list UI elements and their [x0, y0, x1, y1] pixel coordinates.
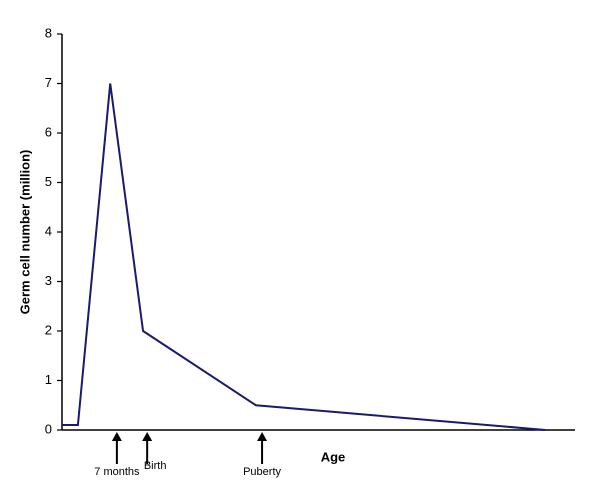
y-tick-label: 2 [45, 322, 52, 337]
y-tick-label: 3 [45, 273, 52, 288]
annotation-label: 7 months [94, 466, 140, 478]
y-tick-label: 0 [45, 421, 52, 436]
y-tick-label: 1 [45, 372, 52, 387]
y-tick-label: 7 [45, 75, 52, 90]
annotation-arrowhead [257, 432, 268, 441]
data-line [62, 83, 546, 431]
y-tick-label: 8 [45, 25, 52, 40]
y-tick-label: 6 [45, 124, 52, 139]
annotation-label: Birth [144, 460, 167, 472]
annotation-arrowhead [142, 432, 153, 441]
annotation-label: Puberty [243, 466, 281, 478]
annotation-arrowhead [111, 432, 122, 441]
x-axis-label: Age [321, 449, 346, 464]
y-axis-label: Germ cell number (million) [17, 150, 32, 315]
y-tick-label: 4 [45, 223, 52, 238]
y-tick-label: 5 [45, 174, 52, 189]
